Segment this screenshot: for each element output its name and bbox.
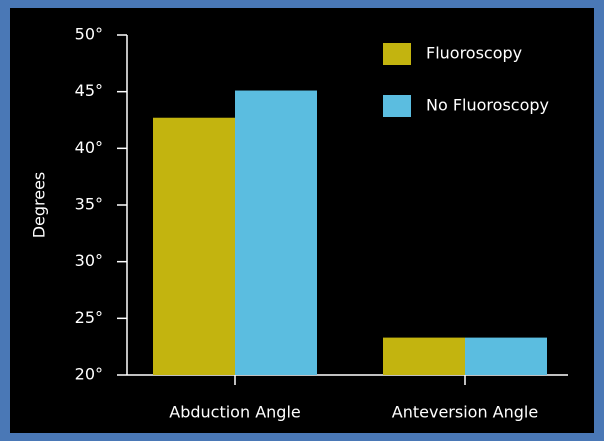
legend-label: No Fluoroscopy — [426, 96, 549, 115]
bar — [465, 337, 547, 375]
y-tick-label: 45° — [75, 81, 103, 100]
legend-label: Fluoroscopy — [426, 44, 522, 63]
y-tick-label: 30° — [75, 251, 103, 270]
y-tick-label: 35° — [75, 195, 103, 214]
legend-swatch — [383, 43, 411, 65]
y-tick-label: 25° — [75, 308, 103, 327]
x-tick-label: Abduction Angle — [169, 403, 300, 422]
x-tick-label: Anteversion Angle — [392, 403, 538, 422]
bar — [235, 90, 317, 376]
y-tick-label: 40° — [75, 138, 103, 157]
bar — [153, 117, 235, 375]
legend-swatch — [383, 95, 411, 117]
bar — [383, 337, 465, 375]
y-tick-label: 20° — [75, 365, 103, 384]
y-tick-label: 50° — [75, 25, 103, 44]
y-axis-label: Degrees — [30, 172, 49, 239]
